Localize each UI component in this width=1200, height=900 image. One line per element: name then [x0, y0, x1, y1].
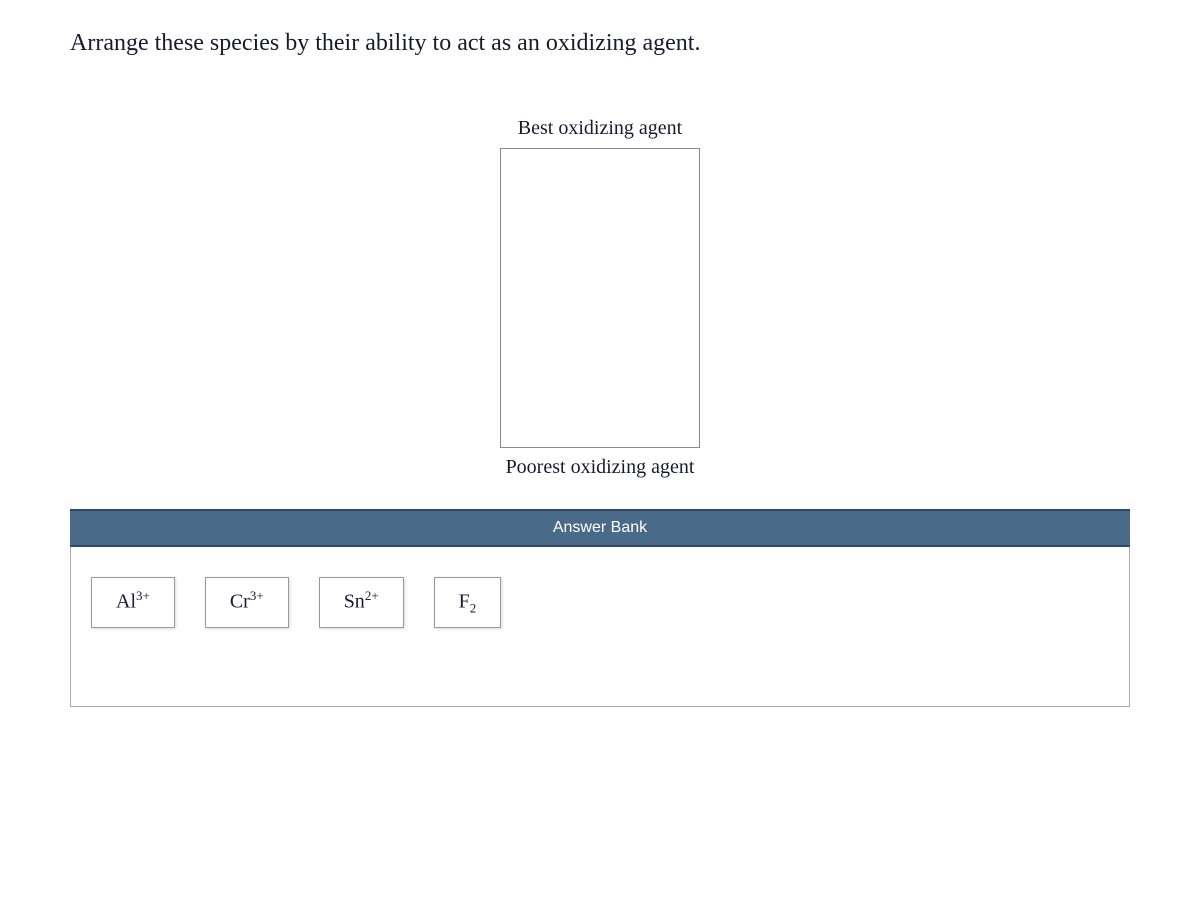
- poorest-label: Poorest oxidizing agent: [506, 456, 695, 479]
- species-base: Sn: [344, 591, 365, 613]
- answer-bank-body[interactable]: Al3+ Cr3+ Sn2+ F2: [70, 547, 1130, 707]
- species-sub: 2: [470, 601, 477, 616]
- species-super: 3+: [250, 588, 264, 603]
- ranking-drop-zone[interactable]: [500, 148, 700, 448]
- species-tile[interactable]: F2: [434, 577, 502, 628]
- best-label: Best oxidizing agent: [518, 117, 682, 140]
- answer-bank: Answer Bank Al3+ Cr3+ Sn2+ F2: [70, 509, 1130, 707]
- species-base: Al: [116, 591, 136, 613]
- question-prompt: Arrange these species by their ability t…: [70, 30, 1130, 57]
- species-tile[interactable]: Al3+: [91, 577, 175, 628]
- species-super: 2+: [365, 588, 379, 603]
- answer-bank-header: Answer Bank: [70, 509, 1130, 547]
- species-tile[interactable]: Cr3+: [205, 577, 289, 628]
- species-base: Cr: [230, 591, 250, 613]
- ranking-area: Best oxidizing agent Poorest oxidizing a…: [70, 117, 1130, 479]
- species-base: F: [459, 591, 470, 613]
- question-panel: Arrange these species by their ability t…: [0, 0, 1200, 900]
- species-tile[interactable]: Sn2+: [319, 577, 404, 628]
- species-super: 3+: [136, 588, 150, 603]
